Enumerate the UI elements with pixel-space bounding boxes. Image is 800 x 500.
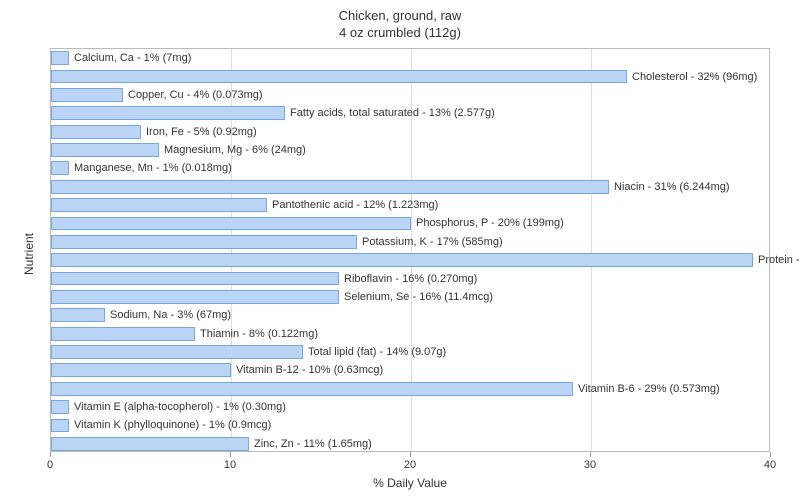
nutrient-bar: Protein - 39% (19.53g) [51, 253, 771, 267]
tick-mark [230, 452, 231, 457]
bar-label: Potassium, K - 17% (585mg) [362, 236, 503, 248]
bar-rect [51, 253, 753, 267]
bar-rect [51, 106, 285, 120]
nutrient-bar: Niacin - 31% (6.244mg) [51, 180, 771, 194]
bar-label: Vitamin E (alpha-tocopherol) - 1% (0.30m… [74, 401, 286, 413]
bar-rect [51, 88, 123, 102]
nutrient-bar: Vitamin B-6 - 29% (0.573mg) [51, 382, 771, 396]
nutrient-bar: Cholesterol - 32% (96mg) [51, 70, 771, 84]
nutrient-chart: Chicken, ground, raw 4 oz crumbled (112g… [0, 0, 800, 500]
bar-label: Zinc, Zn - 11% (1.65mg) [254, 438, 372, 450]
nutrient-bar: Total lipid (fat) - 14% (9.07g) [51, 345, 771, 359]
bar-rect [51, 235, 357, 249]
tick-mark [590, 452, 591, 457]
bar-label: Protein - 39% (19.53g) [758, 254, 800, 266]
nutrient-bar: Thiamin - 8% (0.122mg) [51, 327, 771, 341]
nutrient-bar: Riboflavin - 16% (0.270mg) [51, 272, 771, 286]
bar-label: Pantothenic acid - 12% (1.223mg) [272, 199, 438, 211]
nutrient-bar: Vitamin E (alpha-tocopherol) - 1% (0.30m… [51, 400, 771, 414]
tick-mark [770, 452, 771, 457]
nutrient-bar: Potassium, K - 17% (585mg) [51, 235, 771, 249]
title-line2: 4 oz crumbled (112g) [339, 25, 461, 40]
bar-rect [51, 143, 159, 157]
bar-rect [51, 419, 69, 433]
bar-label: Selenium, Se - 16% (11.4mcg) [344, 291, 493, 303]
tick-mark [410, 452, 411, 457]
bar-rect [51, 180, 609, 194]
bar-rect [51, 290, 339, 304]
bar-rect [51, 382, 573, 396]
bar-label: Riboflavin - 16% (0.270mg) [344, 273, 477, 285]
nutrient-bar: Manganese, Mn - 1% (0.018mg) [51, 161, 771, 175]
nutrient-bar: Selenium, Se - 16% (11.4mcg) [51, 290, 771, 304]
bar-rect [51, 161, 69, 175]
bar-label: Vitamin K (phylloquinone) - 1% (0.9mcg) [74, 419, 271, 431]
nutrient-bar: Sodium, Na - 3% (67mg) [51, 308, 771, 322]
x-axis-label: % Daily Value [50, 476, 770, 490]
x-tick-label: 10 [224, 459, 236, 471]
tick-mark [50, 452, 51, 457]
x-tick-label: 0 [47, 459, 53, 471]
bar-label: Copper, Cu - 4% (0.073mg) [128, 89, 263, 101]
bar-rect [51, 70, 627, 84]
y-axis-label: Nutrient [22, 233, 36, 275]
nutrient-bar: Magnesium, Mg - 6% (24mg) [51, 143, 771, 157]
bar-label: Cholesterol - 32% (96mg) [632, 71, 757, 83]
nutrient-bar: Iron, Fe - 5% (0.92mg) [51, 125, 771, 139]
bar-label: Magnesium, Mg - 6% (24mg) [164, 144, 306, 156]
bar-label: Iron, Fe - 5% (0.92mg) [146, 126, 257, 138]
nutrient-bar: Copper, Cu - 4% (0.073mg) [51, 88, 771, 102]
bar-label: Total lipid (fat) - 14% (9.07g) [308, 346, 446, 358]
bar-rect [51, 217, 411, 231]
chart-title: Chicken, ground, raw 4 oz crumbled (112g… [0, 8, 800, 42]
x-tick-label: 20 [404, 459, 416, 471]
x-tick-label: 40 [764, 459, 776, 471]
bar-rect [51, 125, 141, 139]
bar-rect [51, 345, 303, 359]
bar-label: Phosphorus, P - 20% (199mg) [416, 217, 564, 229]
bar-rect [51, 363, 231, 377]
bar-rect [51, 198, 267, 212]
nutrient-bar: Vitamin B-12 - 10% (0.63mcg) [51, 363, 771, 377]
bar-label: Vitamin B-6 - 29% (0.573mg) [578, 383, 720, 395]
plot-area: Calcium, Ca - 1% (7mg) Cholesterol - 32% … [50, 48, 770, 452]
x-tick-label: 30 [584, 459, 596, 471]
bar-label: Manganese, Mn - 1% (0.018mg) [74, 162, 232, 174]
bar-rect [51, 308, 105, 322]
title-line1: Chicken, ground, raw [339, 8, 462, 23]
bar-label: Sodium, Na - 3% (67mg) [110, 309, 231, 321]
nutrient-bar: Fatty acids, total saturated - 13% (2.57… [51, 106, 771, 120]
bar-rect [51, 272, 339, 286]
nutrient-bar: Phosphorus, P - 20% (199mg) [51, 217, 771, 231]
nutrient-bar: Pantothenic acid - 12% (1.223mg) [51, 198, 771, 212]
bar-label: Calcium, Ca - 1% (7mg) [74, 52, 191, 64]
nutrient-bar: Calcium, Ca - 1% (7mg) [51, 51, 771, 65]
bar-rect [51, 400, 69, 414]
bar-label: Thiamin - 8% (0.122mg) [200, 328, 318, 340]
nutrient-bar: Vitamin K (phylloquinone) - 1% (0.9mcg) [51, 419, 771, 433]
bar-label: Fatty acids, total saturated - 13% (2.57… [290, 107, 495, 119]
bar-label: Niacin - 31% (6.244mg) [614, 181, 730, 193]
bar-label: Vitamin B-12 - 10% (0.63mcg) [236, 364, 383, 376]
nutrient-bar: Zinc, Zn - 11% (1.65mg) [51, 437, 771, 451]
bar-rect [51, 437, 249, 451]
bar-rect [51, 51, 69, 65]
bar-rect [51, 327, 195, 341]
